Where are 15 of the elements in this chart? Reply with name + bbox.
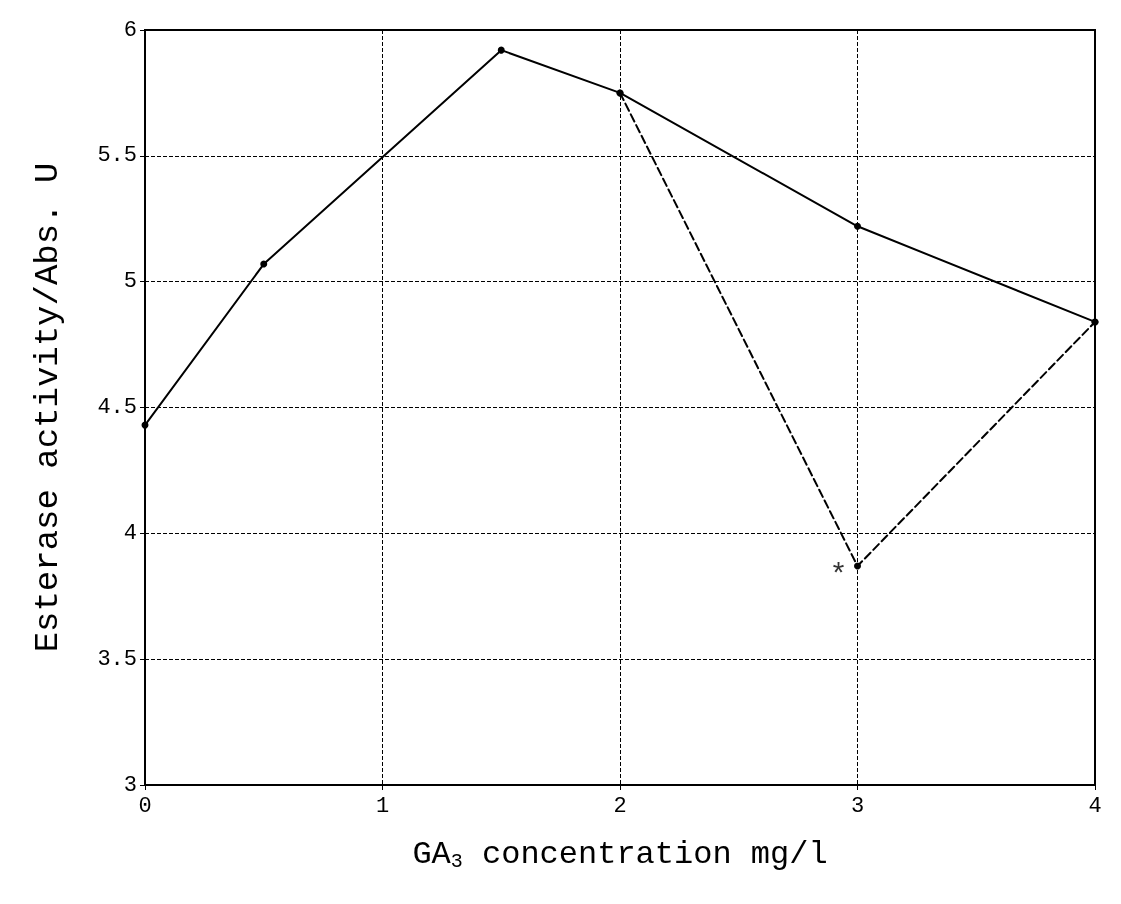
x-tick-label: 3: [850, 793, 865, 819]
annotation: *: [829, 559, 848, 594]
x-tick-label: 0: [138, 793, 152, 819]
y-axis-title: Esterase activity/Abs. U: [29, 162, 67, 653]
y-tick-label: 6: [123, 17, 137, 43]
y-tick-label: 4: [123, 520, 137, 546]
x-tick-label: 1: [375, 793, 390, 819]
x-axis-title: GA3 concentration mg/l: [412, 835, 828, 873]
x-tick-label: 2: [613, 793, 627, 819]
y-tick-label: 3: [123, 772, 137, 798]
y-tick-label: 3.5: [97, 646, 137, 672]
y-tick-label: 5: [123, 269, 137, 295]
y-tick-label: 5.5: [97, 143, 137, 169]
y-tick-label: 4.5: [97, 395, 137, 420]
x-tick-label: 4: [1088, 793, 1102, 819]
